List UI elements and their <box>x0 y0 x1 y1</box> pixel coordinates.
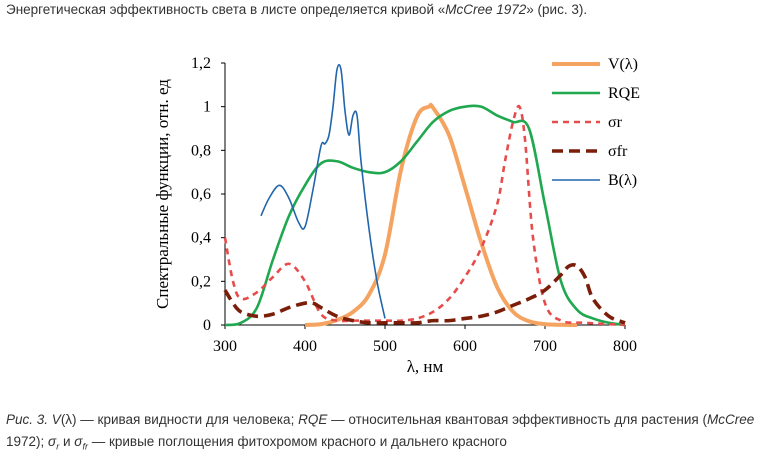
x-tick-label: 400 <box>293 338 317 355</box>
legend-label-3: σfr <box>608 143 628 160</box>
series-line-1 <box>224 104 626 327</box>
y-tick-label: 0,6 <box>191 186 211 203</box>
caption-and: и <box>62 434 71 449</box>
caption-sigma-fr: σfr <box>74 434 88 452</box>
y-tick-label: 1 <box>203 99 211 116</box>
caption-rqe-year: 1972); <box>6 434 45 449</box>
y-tick-label: 0 <box>203 317 211 334</box>
caption-sigma-r-sub: r <box>56 441 60 452</box>
chart-legend: V(λ) RQE σr σfr B(λ) <box>552 56 640 189</box>
caption-sigma-fr-symbol: σ <box>74 434 83 449</box>
x-axis-label: λ, нм <box>407 357 444 376</box>
x-tick-label: 600 <box>453 338 477 355</box>
legend-label-1: RQE <box>608 85 640 102</box>
intro-before: Энергетическая эффективность света в лис… <box>6 2 446 17</box>
series-line-3 <box>223 263 626 325</box>
caption-sigma-r: σr <box>48 434 60 452</box>
y-tick-label: 0,2 <box>191 273 211 290</box>
y-tick-label: 0,8 <box>191 142 211 159</box>
caption-sigma-r-symbol: σ <box>48 434 57 449</box>
x-tick-label: 800 <box>613 338 637 355</box>
figure-caption: Рис. 3. V(λ) — кривая видности для челов… <box>6 409 776 458</box>
series-line-0 <box>304 102 578 327</box>
intro-source: McCree 1972 <box>445 2 527 17</box>
series-line-2 <box>223 104 626 327</box>
caption-tail: — кривые поглощения фитохромом красного … <box>91 434 507 449</box>
caption-v-desc: (λ) — кривая видности для человека; <box>60 412 295 427</box>
x-tick-label: 700 <box>533 338 557 355</box>
caption-sigma-fr-sub: fr <box>82 441 88 452</box>
legend-label-4: B(λ) <box>608 172 637 189</box>
caption-v-symbol: V <box>51 412 61 427</box>
spectral-chart: 300 400 500 600 700 800 0 0,2 0,4 0,6 0,8 1 1,2 λ, нм… <box>153 55 640 376</box>
y-tick-label: 1,2 <box>191 55 211 72</box>
chart-axes: 300 400 500 600 700 800 0 0,2 0,4 0,6 0,8 1 1,2 λ, нм… <box>153 55 637 376</box>
chart-lines <box>223 63 626 327</box>
y-tick-label: 0,4 <box>191 230 211 247</box>
intro-after: » (рис. 3). <box>526 2 588 17</box>
legend-label-0: V(λ) <box>608 56 638 73</box>
series-line-4 <box>260 63 386 319</box>
caption-rqe-source: McCree <box>707 412 755 427</box>
caption-fig: Рис. 3. <box>6 412 49 427</box>
y-axis-label: Спектральные функции, отн. ед <box>153 79 172 309</box>
caption-rqe-desc: — относительная квантовая эффективность … <box>331 412 707 427</box>
intro-text: Энергетическая эффективность света в лис… <box>6 2 587 17</box>
x-tick-label: 500 <box>373 338 397 355</box>
legend-label-2: σr <box>608 114 623 131</box>
caption-rqe-symbol: RQE <box>298 412 328 427</box>
x-tick-label: 300 <box>213 338 237 355</box>
